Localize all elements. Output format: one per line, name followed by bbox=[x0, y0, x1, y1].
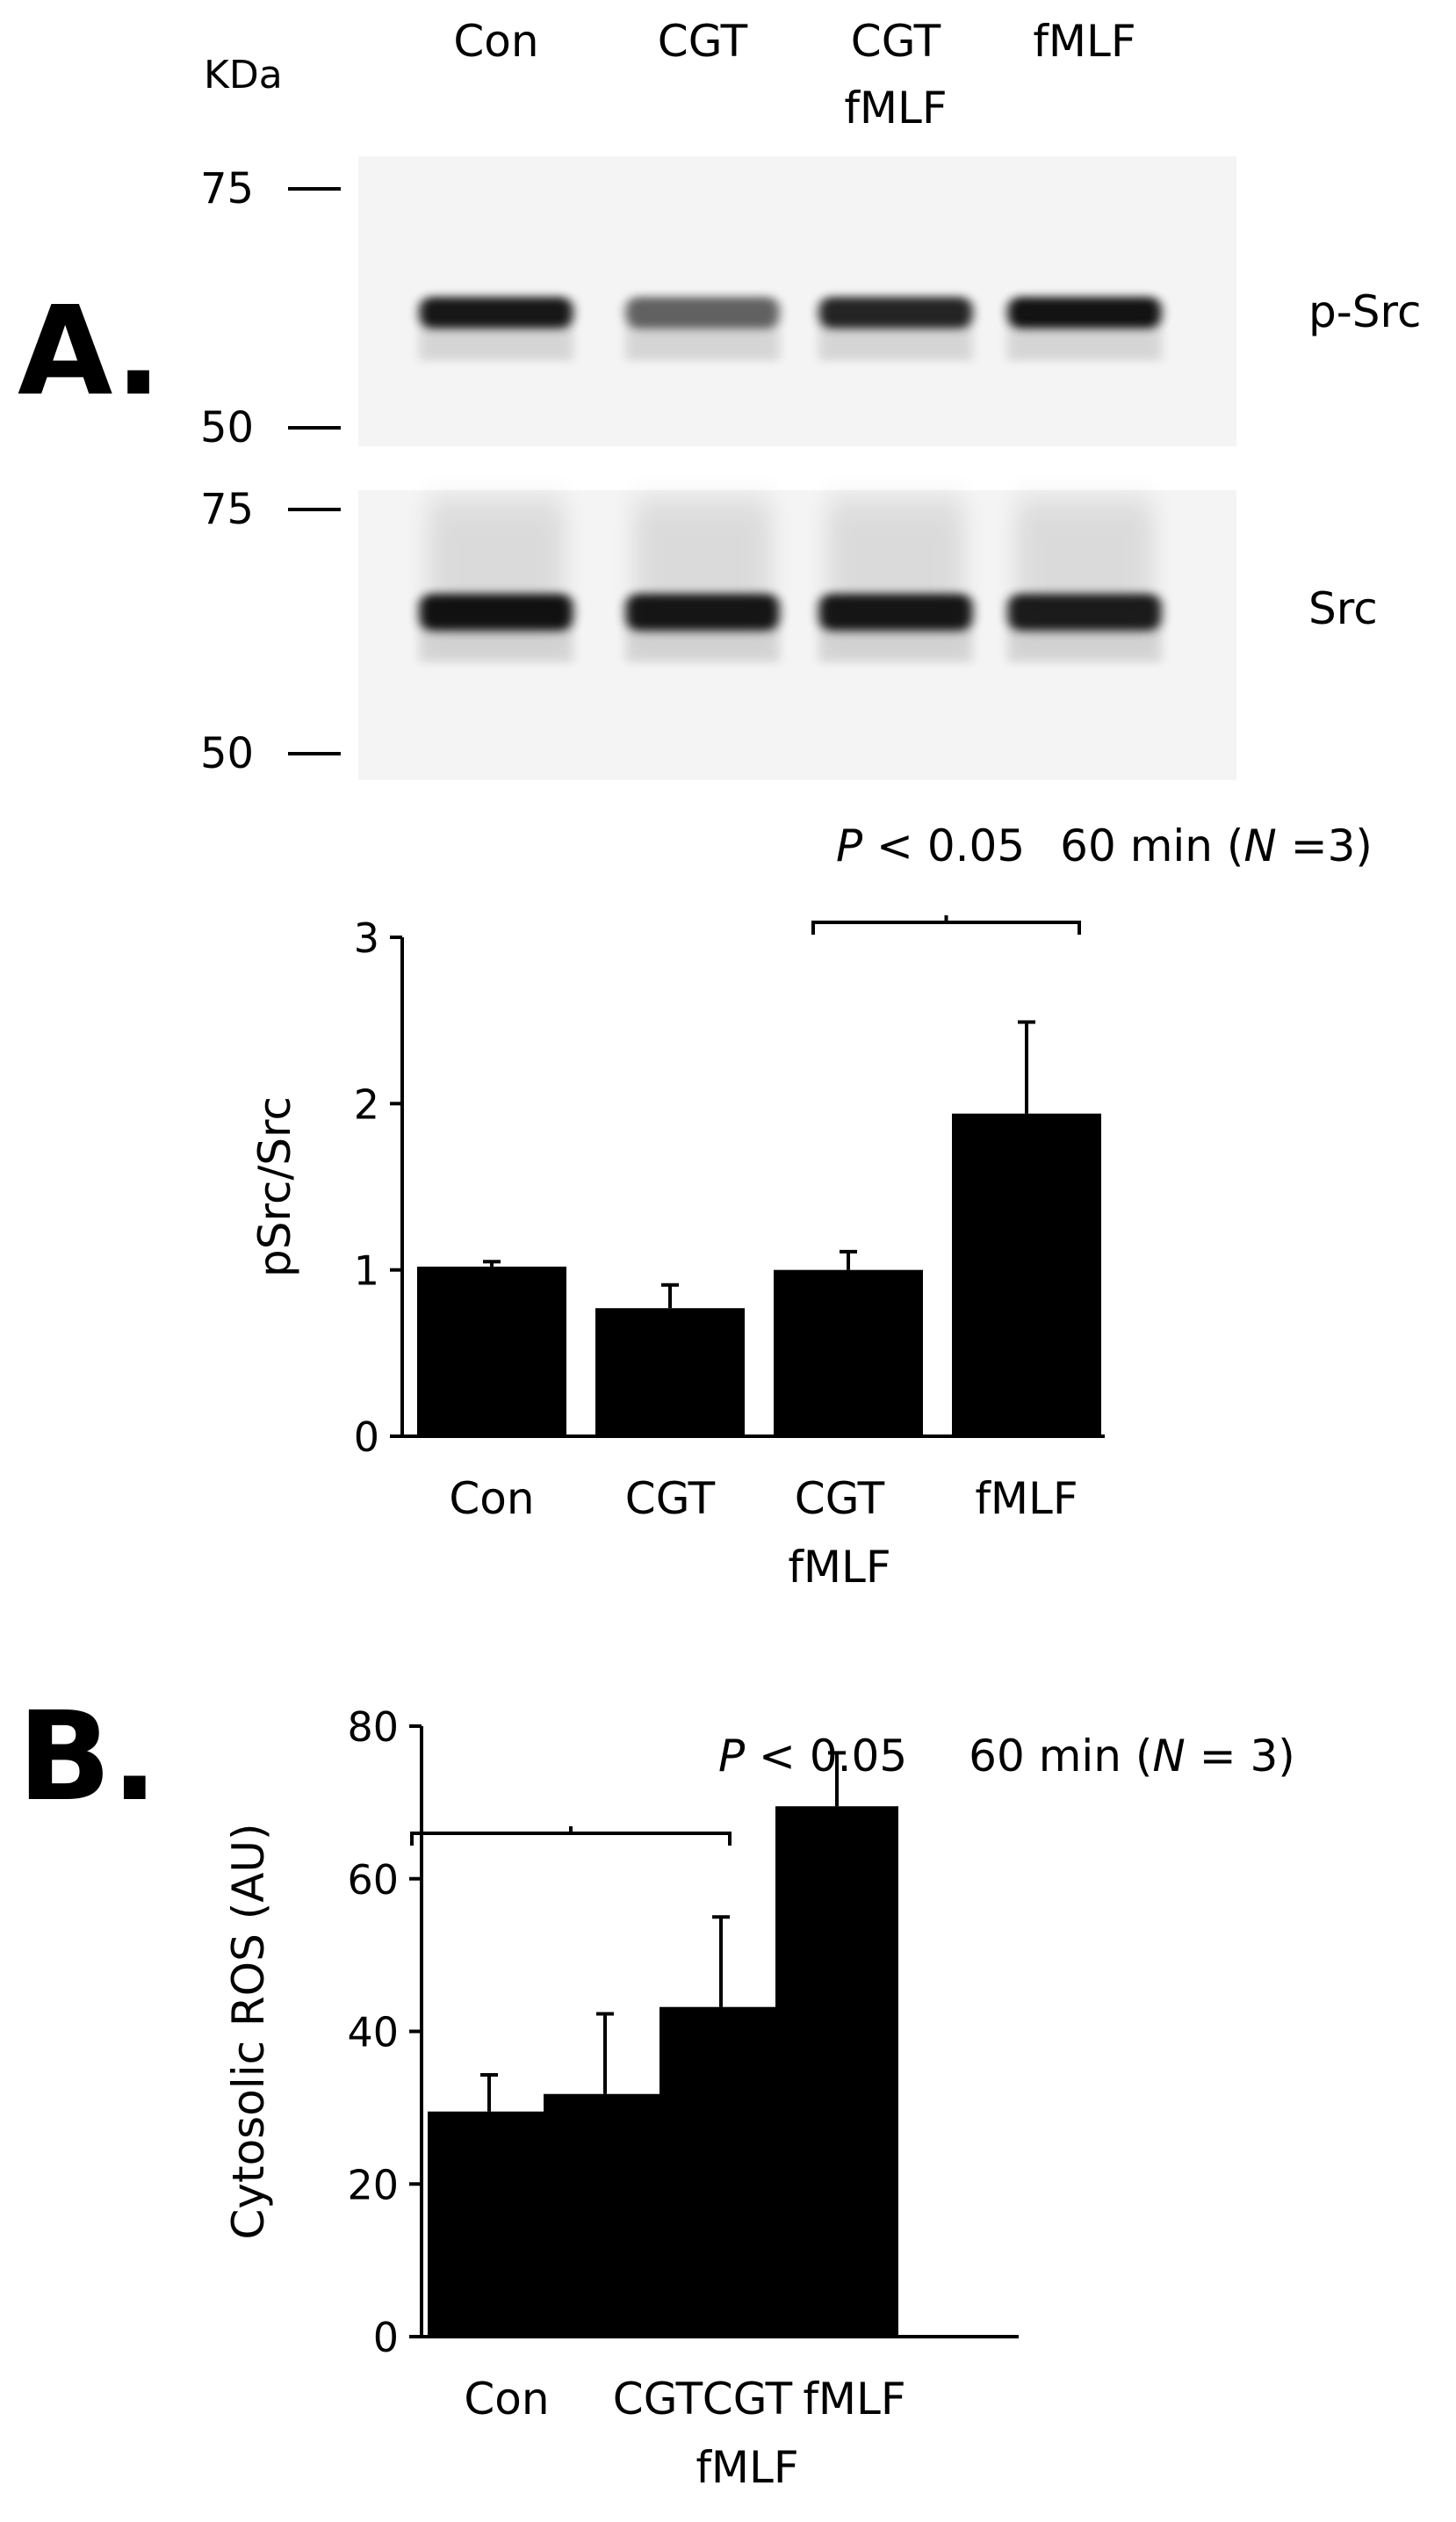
category-label: CGT bbox=[703, 2374, 793, 2424]
marker-label: 75 bbox=[200, 485, 254, 534]
lane-label-line2: fMLF bbox=[844, 83, 947, 134]
y-tick-label: 40 bbox=[347, 2009, 399, 2056]
blot-band bbox=[625, 594, 780, 631]
western-blot: KDa Con CGT CGT fMLF fMLF 75 50 p-Src 75 50 Src bbox=[200, 16, 1421, 780]
bar bbox=[417, 1266, 566, 1436]
lane-label: CGT bbox=[658, 16, 748, 67]
blot-faint-band bbox=[625, 325, 780, 361]
blot-faint-band bbox=[1007, 626, 1162, 662]
category-label: fMLF bbox=[975, 1473, 1078, 1524]
bar bbox=[775, 1806, 898, 2337]
blot-band bbox=[419, 297, 573, 329]
blot-band bbox=[419, 594, 573, 631]
blot-band bbox=[818, 297, 973, 329]
bar bbox=[428, 2111, 551, 2337]
blot-faint-band bbox=[818, 626, 973, 662]
y-tick-label: 0 bbox=[373, 2314, 399, 2361]
category-label: Con bbox=[464, 2374, 549, 2424]
significance-bracket bbox=[410, 1832, 732, 1846]
psrc-src-bar-chart: P < 0.05 60 min (N =3) 0 1 2 3 pSrc/Src Con CGT C… bbox=[249, 820, 1373, 1593]
strip-label: p-Src bbox=[1308, 286, 1421, 337]
panel-b-label: B. bbox=[18, 1686, 158, 1829]
bar bbox=[952, 1113, 1101, 1436]
y-tick-label: 20 bbox=[347, 2161, 399, 2208]
marker-label: 75 bbox=[200, 164, 254, 213]
lane-label: CGT bbox=[851, 16, 941, 67]
category-label: fMLF bbox=[803, 2374, 905, 2424]
y-tick-label: 2 bbox=[354, 1080, 379, 1128]
marker-label: 50 bbox=[200, 403, 254, 452]
category-label: CGT bbox=[613, 2374, 703, 2424]
blot-band bbox=[625, 297, 780, 329]
y-tick-label: 1 bbox=[354, 1247, 379, 1295]
marker-label: 50 bbox=[200, 729, 254, 778]
blot-faint-band bbox=[818, 325, 973, 361]
category-label-line2: fMLF bbox=[788, 1542, 890, 1593]
y-axis-label: Cytosolic ROS (AU) bbox=[223, 1823, 274, 2239]
kda-label: KDa bbox=[204, 53, 283, 98]
strip-label: Src bbox=[1308, 583, 1378, 634]
blot-faint-band bbox=[419, 626, 573, 662]
bar bbox=[660, 2006, 782, 2337]
blot-band bbox=[1007, 594, 1162, 631]
category-label: CGT bbox=[795, 1473, 885, 1524]
significance-annotation: P < 0.05 60 min (N =3) bbox=[836, 820, 1373, 871]
y-tick-label: 0 bbox=[354, 1413, 379, 1461]
y-tick-label: 60 bbox=[347, 1856, 399, 1904]
significance-annotation: P < 0.05 60 min (N = 3) bbox=[718, 1731, 1295, 1781]
bar bbox=[544, 2093, 667, 2337]
category-label: CGT bbox=[625, 1473, 716, 1524]
lane-label: fMLF bbox=[1033, 16, 1135, 67]
y-tick-label: 3 bbox=[354, 914, 379, 962]
y-tick-label: 80 bbox=[347, 1703, 399, 1751]
blot-band bbox=[1007, 297, 1162, 329]
bar bbox=[774, 1269, 923, 1436]
bar bbox=[595, 1308, 745, 1436]
y-axis-label: pSrc/Src bbox=[249, 1096, 300, 1277]
lane-label: Con bbox=[453, 16, 538, 67]
cytosolic-ros-bar-chart: P < 0.05 60 min (N = 3) 0 20 40 60 80 Cytosolic… bbox=[223, 1703, 1295, 2493]
blot-band bbox=[818, 594, 973, 631]
category-label: Con bbox=[449, 1473, 534, 1524]
category-label-line2: fMLF bbox=[696, 2442, 798, 2493]
panel-a-label: A. bbox=[18, 280, 162, 423]
blot-faint-band bbox=[419, 325, 573, 361]
significance-bracket bbox=[811, 921, 1081, 935]
blot-faint-band bbox=[1007, 325, 1162, 361]
blot-faint-band bbox=[625, 626, 780, 662]
